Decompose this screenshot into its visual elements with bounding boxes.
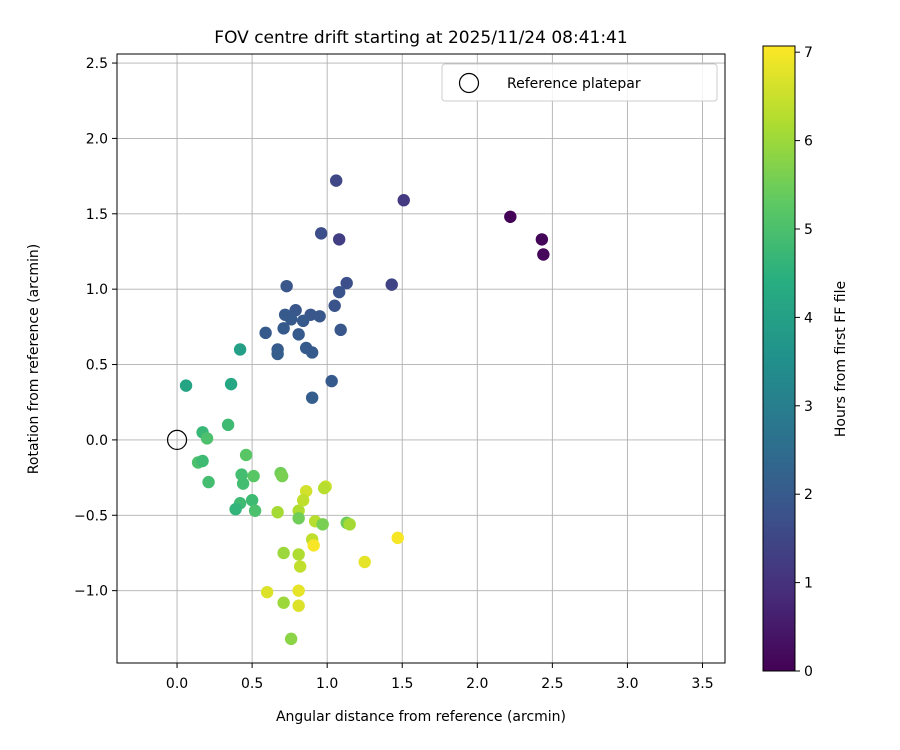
colorbar-tick-label: 7 [804,45,813,61]
data-point [248,504,262,517]
colorbar-tick-label: 5 [804,222,813,238]
data-point [275,469,289,483]
x-tick-label: 3.0 [616,676,638,692]
data-point [280,279,293,293]
data-point [313,310,326,323]
data-point [202,475,215,489]
legend-marker [458,72,480,94]
data-point [537,248,550,261]
colorbar-tick-label: 1 [804,576,813,592]
data-point [314,227,328,240]
reference-platepar-marker [166,429,188,451]
y-tick-label: −0.5 [74,508,108,524]
chart-title: FOV centre drift starting at 2025/11/24 … [214,28,627,48]
colorbar [762,45,796,672]
data-point [221,418,235,432]
colorbar-tick-label: 3 [804,399,813,415]
x-tick-label: 0.5 [241,676,263,692]
data-point [317,481,331,495]
data-point [307,539,320,552]
data-point [277,322,290,335]
data-point [332,285,346,299]
data-point [397,194,410,207]
colorbar-tick-label: 4 [804,310,813,326]
y-tick-label: 0.5 [86,358,108,374]
data-point [229,503,242,516]
legend-label: Reference platepar [507,76,641,92]
data-point [334,323,347,337]
data-point [316,518,329,531]
x-tick-label: 0.0 [166,676,188,692]
x-tick-label: 1.0 [316,676,338,692]
x-axis-ticks: 0.0 0.5 1.0 1.5 2.0 2.5 3.0 3.5 [166,663,714,692]
data-point [247,469,260,483]
y-tick-label: −1.0 [74,584,108,600]
data-point [385,278,398,291]
data-point [292,328,305,341]
data-points [166,174,550,646]
y-axis-ticks: −1.0 −0.5 0.0 0.5 1.0 1.5 2.0 2.5 [74,56,117,600]
data-point [233,343,247,356]
colorbar-ticks: 0 1 2 3 4 5 6 7 [795,45,813,680]
y-tick-label: 1.0 [86,282,108,298]
data-point [391,531,404,545]
data-point [277,546,290,560]
x-tick-label: 3.5 [691,676,713,692]
data-point [296,493,310,507]
data-point [259,326,272,340]
data-point [179,379,193,392]
data-point [245,493,259,507]
data-point [284,313,298,326]
data-point [343,518,356,531]
data-point [271,347,284,361]
data-point [328,299,341,312]
data-point [292,512,305,525]
data-point [200,432,214,445]
grid-lines [117,54,725,663]
data-point [293,560,307,573]
colorbar-label: Hours from first FF file [833,281,849,437]
data-point [329,174,343,187]
data-point [340,276,353,290]
colorbar-tick-label: 2 [804,487,813,503]
data-point [305,346,319,359]
data-point [284,632,298,646]
y-tick-label: 0.0 [86,433,108,449]
data-point [325,374,338,388]
legend-box [441,63,718,102]
y-axis-label: Rotation from reference (arcmin) [26,244,42,474]
plot-frame [116,53,726,664]
data-point [535,233,549,246]
data-point [504,210,517,224]
data-point [196,454,209,468]
data-point [292,548,305,561]
data-point [271,506,284,519]
y-tick-label: 2.5 [86,56,108,72]
x-axis-label: Angular distance from reference (arcmin) [276,709,566,725]
data-point [358,555,371,569]
x-tick-label: 1.5 [391,676,413,692]
data-point [224,377,238,391]
data-point [305,391,319,404]
y-tick-label: 2.0 [86,131,108,147]
data-point [236,477,250,490]
x-tick-label: 2.0 [466,676,488,692]
legend: Reference platepar [441,63,718,102]
data-point [292,584,305,597]
data-point [260,585,274,599]
data-point [292,599,305,612]
colorbar-tick-label: 0 [804,664,813,680]
data-point [277,596,290,609]
data-point [332,233,346,246]
data-point [296,314,310,328]
data-point [239,448,253,462]
y-tick-label: 1.5 [86,207,108,223]
colorbar-tick-label: 6 [804,134,813,150]
x-tick-label: 2.5 [541,676,563,692]
